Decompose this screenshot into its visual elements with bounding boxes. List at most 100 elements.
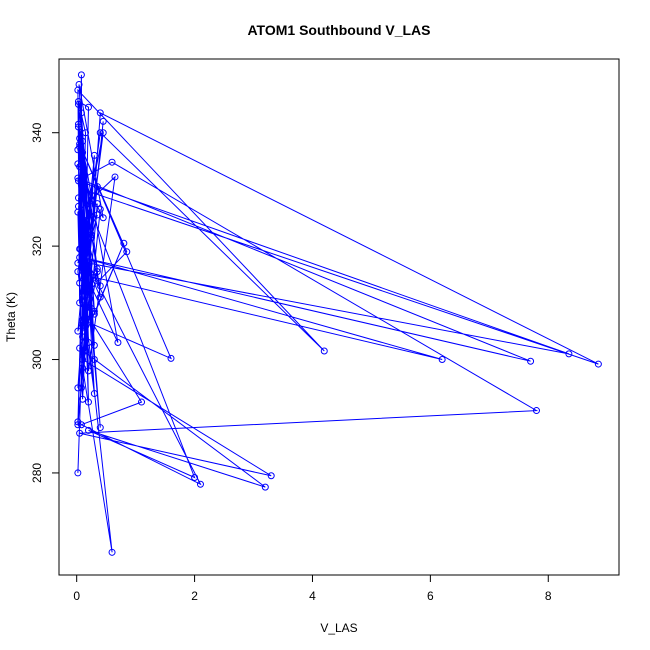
data-point (82, 129, 90, 137)
data-point (527, 357, 535, 365)
y-axis-label: Theta (K) (4, 292, 18, 342)
data-point (84, 367, 92, 375)
data-point (79, 137, 87, 145)
data-point (532, 407, 540, 415)
data-point (84, 103, 92, 111)
data-point (261, 483, 269, 491)
y-tick-label: 280 (30, 463, 44, 483)
data-point (93, 183, 101, 191)
data-point (74, 160, 82, 168)
data-point (93, 200, 101, 208)
data-point (84, 339, 92, 347)
y-tick-label: 320 (30, 236, 44, 256)
data-point (90, 151, 98, 159)
data-point (74, 177, 82, 185)
data-point (74, 418, 82, 426)
data-point (108, 158, 116, 166)
data-point (87, 304, 95, 312)
data-point (90, 341, 98, 349)
data-point (96, 109, 104, 117)
data-point (191, 473, 199, 481)
data-point (320, 347, 328, 355)
data-point (76, 429, 84, 437)
data-point (76, 344, 84, 352)
data-point (96, 293, 104, 301)
data-point (82, 217, 90, 225)
plot-area (74, 71, 602, 556)
data-point (267, 472, 275, 480)
data-point (74, 384, 82, 392)
data-point (594, 360, 602, 368)
data-point (111, 173, 119, 181)
data-point (74, 120, 82, 128)
data-point (87, 231, 95, 239)
series-line (77, 74, 599, 553)
data-point (74, 268, 82, 276)
data-point (74, 86, 82, 94)
y-tick-label: 300 (30, 349, 44, 369)
data-point (79, 290, 87, 298)
data-point (84, 287, 92, 295)
data-point (74, 259, 82, 267)
x-tick-label: 2 (191, 589, 198, 603)
data-point (76, 245, 84, 253)
data-point (99, 129, 107, 137)
data-point (84, 426, 92, 434)
data-point (79, 356, 87, 364)
data-point (74, 469, 82, 477)
data-point (96, 129, 104, 137)
data-point (82, 270, 90, 278)
data-point (108, 548, 116, 556)
data-point (77, 109, 85, 117)
data-point (83, 296, 91, 304)
data-point (79, 149, 87, 157)
data-point (93, 211, 101, 219)
data-point (96, 424, 104, 432)
data-point (74, 194, 82, 202)
data-point (79, 364, 87, 372)
data-point (196, 480, 204, 488)
data-point (93, 265, 101, 273)
data-point (123, 248, 131, 256)
x-tick-label: 4 (309, 589, 316, 603)
data-point (120, 239, 128, 247)
data-point (79, 319, 87, 327)
data-point (82, 242, 90, 250)
data-point (79, 395, 87, 403)
data-point (76, 279, 84, 287)
data-point (74, 123, 82, 131)
data-point (138, 398, 146, 406)
data-point (96, 282, 104, 290)
data-point (96, 205, 104, 213)
data-point (565, 350, 573, 358)
data-point (87, 234, 95, 242)
y-axis: 280 300 320 340 (30, 122, 60, 483)
data-point (99, 214, 107, 222)
data-point (114, 339, 122, 347)
data-point (82, 347, 90, 355)
data-point (90, 273, 98, 281)
data-point (74, 421, 82, 429)
data-point (87, 191, 95, 199)
data-point (90, 310, 98, 318)
data-point (79, 185, 87, 193)
chart-title: ATOM1 Southbound V_LAS (247, 22, 430, 38)
data-point (84, 259, 92, 267)
x-axis: 0 2 4 6 8 (73, 574, 552, 603)
data-point (74, 202, 82, 210)
x-axis-label: V_LAS (320, 621, 357, 635)
data-point (74, 100, 82, 108)
data-point (74, 327, 82, 335)
data-point (74, 174, 82, 182)
data-point (79, 253, 87, 261)
data-point (99, 117, 107, 125)
y-tick-label: 340 (30, 122, 44, 142)
data-point (77, 384, 85, 392)
data-point (167, 354, 175, 362)
x-tick-label: 6 (427, 589, 434, 603)
data-point (93, 268, 101, 276)
x-tick-label: 8 (545, 589, 552, 603)
data-point (90, 356, 98, 364)
data-point (438, 356, 446, 364)
